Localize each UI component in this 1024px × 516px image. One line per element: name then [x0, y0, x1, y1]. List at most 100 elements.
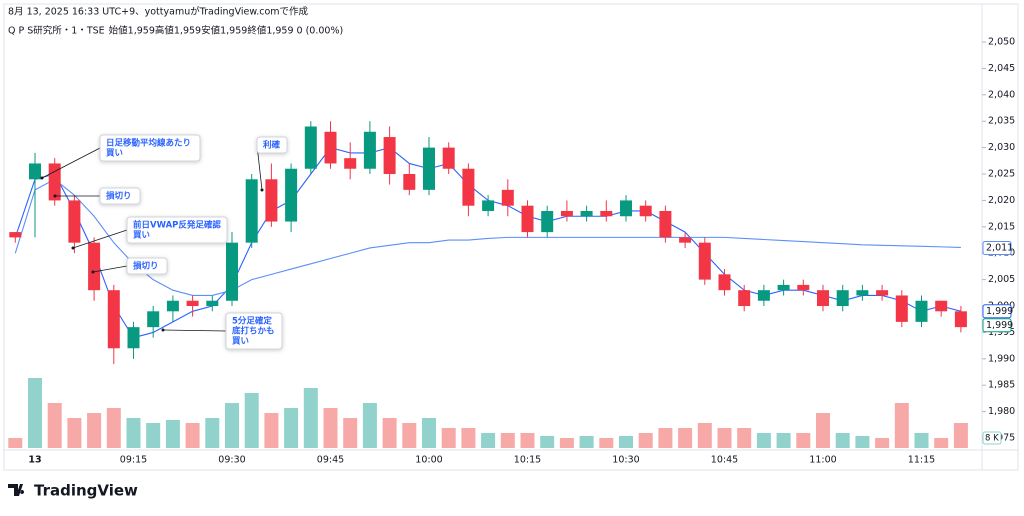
header-text: 始値 [109, 25, 129, 37]
candle-body [639, 205, 652, 217]
annotation-text: 日足移動平均線あたり [106, 138, 191, 149]
volume-bar [638, 433, 653, 448]
header-text: Q P S研究所・1・TSE [8, 25, 105, 37]
candle-body [521, 205, 534, 233]
volume-bar [658, 428, 673, 448]
candle-body [935, 300, 948, 312]
x-tick-label: 09:30 [218, 455, 245, 466]
candle-body [107, 290, 120, 349]
candle-body [501, 189, 514, 206]
volume-bar [106, 408, 121, 448]
candle-body [147, 311, 160, 328]
volume-bar [559, 438, 574, 448]
annotation-text: 利確 [262, 140, 281, 151]
volume-bar [756, 433, 771, 448]
volume-bar [776, 433, 791, 448]
candle-body [363, 131, 376, 169]
x-tick-label: 10:00 [415, 455, 442, 466]
candle-body [245, 179, 258, 243]
y-tick-label: 2,050 [988, 37, 1015, 48]
volume-bar [579, 436, 594, 448]
annotation-dot [40, 176, 44, 180]
header-text: 1,959 [174, 26, 201, 37]
header-text: 安値 [201, 25, 221, 37]
candle-body [777, 284, 790, 291]
volume-label: 8 K [985, 434, 999, 444]
price-label-box [982, 318, 1012, 333]
annotation-arrow [162, 329, 227, 332]
volume-bar [422, 418, 436, 448]
x-tick-label: 09:45 [317, 455, 344, 466]
annotation-dot [53, 194, 57, 198]
candle-body [560, 210, 573, 217]
candle-body [226, 242, 238, 301]
candle-body [265, 179, 278, 222]
volume-bar [540, 436, 555, 448]
candle-body [285, 168, 298, 222]
volume-bar [796, 433, 811, 448]
candle-body [541, 210, 554, 233]
x-tick-label: 11:15 [908, 455, 935, 466]
y-tick-label: 2,015 [988, 221, 1015, 232]
volume-bar [953, 423, 968, 448]
volume-bar [737, 428, 752, 448]
annotation-text: 損切り [133, 261, 159, 272]
annotation-dot [161, 328, 165, 332]
candle-body [29, 163, 41, 180]
volume-bar [205, 418, 220, 448]
volume-bar [146, 423, 161, 448]
candle-body [127, 327, 140, 349]
header-text: 高値 [155, 25, 175, 37]
candle-body [304, 126, 317, 169]
price-label: 1,999 [986, 306, 1013, 317]
candle-body [817, 290, 829, 307]
brand: TradingView [34, 482, 138, 500]
candle-body [383, 137, 396, 175]
candle-body [88, 242, 101, 291]
x-tick-label: 10:30 [612, 455, 639, 466]
y-tick-label: 2,005 [988, 274, 1015, 285]
volume-bar [619, 436, 633, 448]
candle-body [738, 290, 751, 307]
volume-bar [362, 403, 377, 448]
annotation-text: 買い [106, 148, 123, 159]
candle-body [915, 300, 928, 322]
line [14, 178, 961, 297]
candle-body [462, 168, 475, 206]
caption: 8月 13, 2025 16:33 UTC+9、yottyamuがTrading… [8, 6, 309, 18]
volume-bar [28, 378, 42, 448]
annotation-dot [260, 188, 264, 192]
header-text: 1,959 [266, 26, 293, 37]
annotation-arrow [41, 147, 101, 179]
volume-bar [8, 438, 23, 448]
annotation-dot [71, 246, 75, 250]
volume-bar [126, 418, 141, 448]
price-label-box [982, 304, 1012, 319]
annotation-text: 損切り [106, 191, 132, 202]
candle-body [876, 290, 889, 296]
candle-body [206, 300, 219, 307]
volume-bar [225, 403, 239, 448]
y-tick-label: 2,030 [988, 142, 1015, 153]
candle-body [9, 232, 22, 238]
annotation-box [126, 216, 228, 244]
volume-bar [894, 403, 909, 448]
annotation-box [126, 257, 168, 275]
candle-body [757, 290, 770, 301]
candle-body [423, 147, 435, 190]
y-tick-label: 2,025 [988, 169, 1015, 180]
y-tick-label: 2,035 [988, 116, 1015, 127]
volume-bar [717, 428, 732, 448]
header-text: 0 (0.00%) [297, 26, 344, 37]
volume-bar [87, 413, 102, 448]
volume-bar [303, 388, 318, 448]
candle-body [442, 147, 455, 169]
volume-bar [47, 403, 62, 448]
volume-bar [934, 438, 949, 448]
annotation-text: 買い [133, 230, 150, 241]
x-tick-label: 11:00 [809, 455, 836, 466]
y-tick-label: 2,040 [988, 89, 1015, 100]
price-label-box [982, 240, 1012, 255]
candle-body [659, 210, 672, 238]
